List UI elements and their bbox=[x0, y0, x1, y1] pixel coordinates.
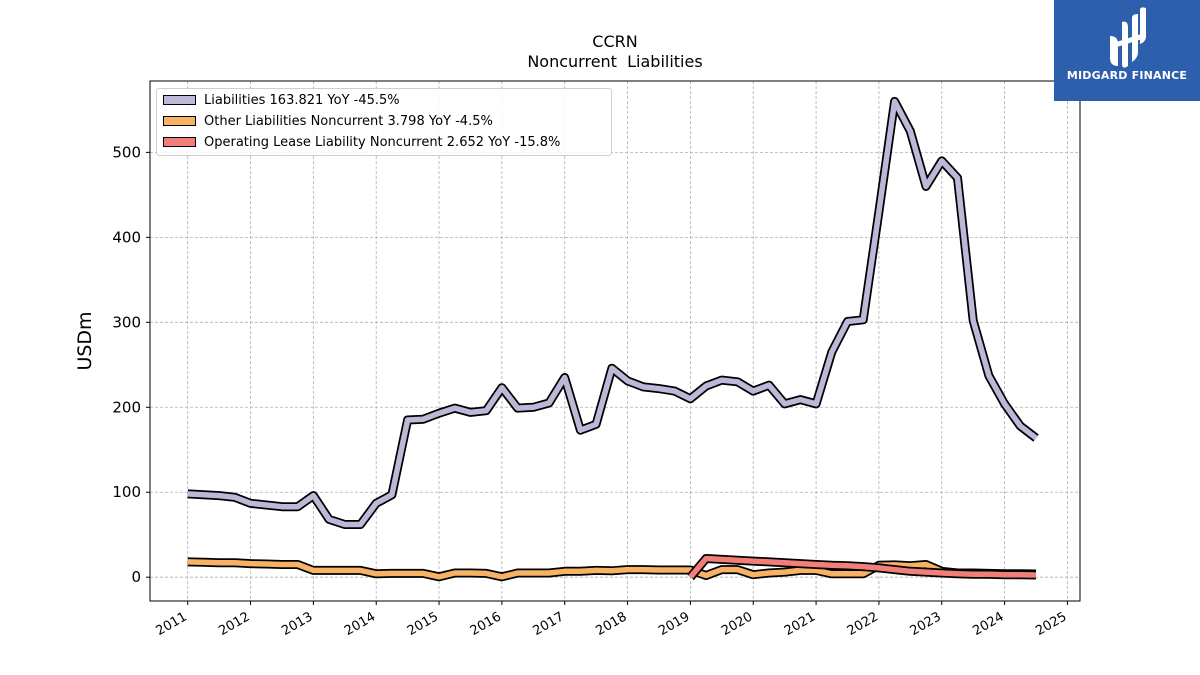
series-line bbox=[187, 98, 1038, 528]
brand-badge: MIDGARD FINANCE bbox=[1054, 0, 1200, 101]
legend-label: Other Liabilities Noncurrent 3.798 YoY -… bbox=[204, 113, 493, 129]
y-axis-label: USDm bbox=[74, 311, 96, 370]
brand-name: MIDGARD FINANCE bbox=[1066, 69, 1188, 82]
x-tick-label: 2024 bbox=[970, 609, 1006, 639]
y-tick-label: 300 bbox=[112, 313, 141, 331]
legend-swatch bbox=[163, 116, 196, 126]
legend-item: Liabilities 163.821 YoY -45.5% bbox=[163, 92, 400, 108]
series-layer bbox=[187, 96, 1039, 582]
legend-label: Liabilities 163.821 YoY -45.5% bbox=[204, 92, 400, 108]
series-line-outline bbox=[187, 96, 1039, 529]
chart-subtitle: Noncurrent Liabilities bbox=[527, 52, 703, 71]
series-line bbox=[688, 555, 1037, 579]
y-tick-label: 200 bbox=[112, 398, 141, 416]
legend-label: Operating Lease Liability Noncurrent 2.6… bbox=[204, 134, 561, 150]
x-tick-label: 2017 bbox=[531, 609, 567, 639]
x-tick-label: 2023 bbox=[908, 609, 944, 639]
x-tick-label: 2015 bbox=[405, 609, 441, 639]
legend: Liabilities 163.821 YoY -45.5% Other Liab… bbox=[156, 88, 612, 156]
x-tick-label: 2018 bbox=[593, 609, 629, 639]
y-tick-label: 100 bbox=[112, 483, 141, 501]
x-tick-label: 2020 bbox=[719, 609, 755, 639]
x-axis: 2011 2012 2013 2014 2015 2016 2017 2018 2019 2020… bbox=[154, 601, 1069, 639]
legend-swatch bbox=[163, 137, 196, 147]
plot-frame bbox=[149, 80, 1081, 602]
legend-swatch bbox=[163, 95, 196, 105]
legend-item: Other Liabilities Noncurrent 3.798 YoY -… bbox=[163, 113, 493, 129]
midgard-logo-icon bbox=[1110, 7, 1146, 68]
y-axis: 0 100 200 300 400 500 bbox=[112, 143, 150, 586]
y-tick-label: 400 bbox=[112, 228, 141, 246]
x-tick-label: 2012 bbox=[216, 609, 252, 639]
series-line bbox=[187, 559, 1037, 580]
x-tick-label: 2016 bbox=[468, 609, 504, 639]
x-tick-label: 2019 bbox=[656, 609, 692, 639]
x-tick-label: 2025 bbox=[1033, 609, 1069, 639]
x-tick-label: 2022 bbox=[845, 609, 881, 639]
chart-title: CCRN bbox=[592, 32, 638, 51]
x-tick-label: 2021 bbox=[782, 609, 818, 639]
y-tick-label: 500 bbox=[112, 143, 141, 161]
x-tick-label: 2011 bbox=[154, 609, 190, 639]
x-tick-label: 2013 bbox=[279, 609, 315, 639]
legend-item: Operating Lease Liability Noncurrent 2.6… bbox=[163, 134, 560, 150]
y-tick-label: 0 bbox=[131, 568, 141, 586]
x-tick-label: 2014 bbox=[342, 609, 378, 639]
